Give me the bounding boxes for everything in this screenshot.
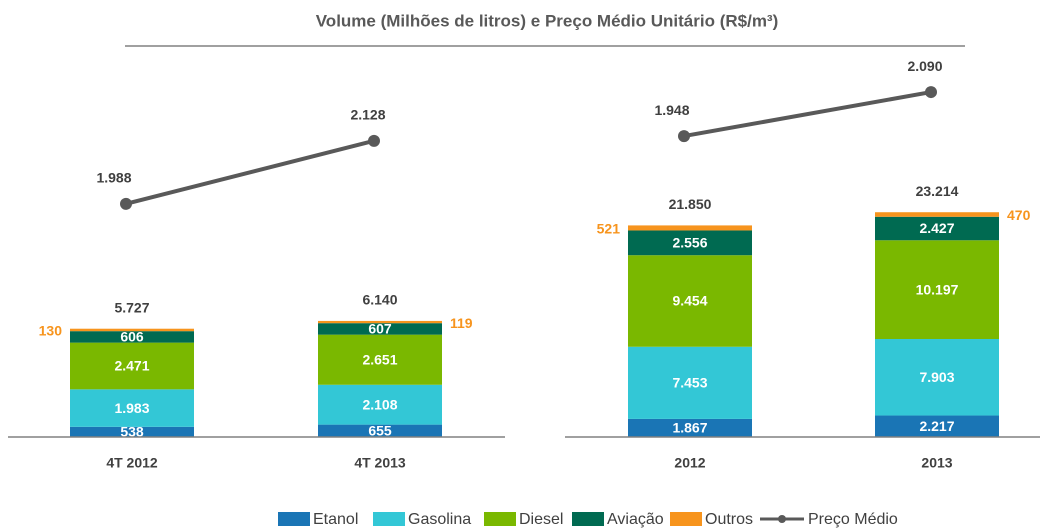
- bar-segment: [628, 230, 752, 256]
- bar-segment: [628, 346, 752, 419]
- price-label: 2.090: [907, 58, 942, 74]
- price-label: 1.988: [96, 170, 131, 186]
- data-label: 655: [368, 423, 392, 439]
- data-label: 2.217: [919, 418, 954, 434]
- chart-title: Volume (Milhões de litros) e Preço Médio…: [316, 11, 779, 30]
- legend-swatch: [670, 512, 702, 526]
- price-line: [125, 138, 375, 206]
- legend-label: Diesel: [519, 511, 563, 528]
- price-marker: [368, 134, 380, 147]
- price-marker: [120, 197, 132, 210]
- data-label: 7.453: [672, 375, 707, 391]
- data-label: 607: [368, 321, 392, 337]
- bar-segment: [875, 240, 999, 340]
- data-label: 119: [450, 315, 473, 331]
- bar-segment: [875, 415, 999, 437]
- data-label: 2.556: [672, 235, 707, 251]
- bar-segment: [875, 212, 999, 217]
- data-label: 470: [1007, 207, 1031, 223]
- bar-segment: [70, 328, 194, 332]
- x-tick-label: 4T 2012: [106, 455, 158, 471]
- bar-segment: [70, 389, 194, 427]
- legend-label: Aviação: [607, 511, 664, 528]
- price-marker: [925, 86, 937, 99]
- x-tick-label: 4T 2013: [354, 455, 406, 471]
- data-label: 521: [597, 221, 621, 237]
- bar-segment: [70, 342, 194, 390]
- bar-segment: [70, 331, 194, 343]
- bar-segment: [318, 323, 442, 335]
- total-label: 21.850: [669, 196, 712, 212]
- bar-segment: [318, 384, 442, 425]
- x-tick-label: 2013: [921, 455, 952, 471]
- total-label: 6.140: [362, 292, 397, 308]
- data-label: 2.108: [362, 396, 397, 412]
- bar-segment: [318, 424, 442, 437]
- price-label: 1.948: [654, 102, 689, 118]
- legend-swatch: [484, 512, 516, 526]
- data-label: 1.867: [672, 420, 707, 436]
- data-label: 9.454: [672, 293, 707, 309]
- bar-segment: [875, 216, 999, 241]
- data-label: 7.903: [919, 369, 954, 385]
- data-label: 10.197: [916, 281, 959, 297]
- legend-label: Preço Médio: [808, 511, 898, 528]
- price-line: [683, 90, 932, 139]
- legend-label: Outros: [705, 511, 753, 528]
- bar-segment: [628, 418, 752, 437]
- legend-swatch: [373, 512, 405, 526]
- legend-marker: [778, 515, 786, 523]
- price-label: 2.128: [350, 107, 385, 123]
- bar-segment: [318, 320, 442, 324]
- legend-label: Etanol: [313, 511, 358, 528]
- bar-segment: [875, 339, 999, 416]
- data-label: 2.471: [114, 358, 149, 374]
- total-label: 5.727: [114, 299, 149, 315]
- bar-segment: [628, 225, 752, 231]
- legend-label: Gasolina: [408, 511, 471, 528]
- price-marker: [678, 130, 690, 143]
- data-label: 606: [120, 329, 144, 345]
- data-label: 130: [39, 323, 63, 339]
- bar-segment: [70, 426, 194, 437]
- legend-swatch: [572, 512, 604, 526]
- legend-swatch: [278, 512, 310, 526]
- bar-segment: [628, 255, 752, 347]
- total-label: 23.214: [916, 183, 959, 199]
- data-label: 538: [120, 424, 144, 440]
- data-label: 2.651: [362, 351, 397, 367]
- data-label: 1.983: [114, 400, 149, 416]
- data-label: 2.427: [919, 220, 954, 236]
- x-tick-label: 2012: [674, 455, 705, 471]
- bar-segment: [318, 334, 442, 385]
